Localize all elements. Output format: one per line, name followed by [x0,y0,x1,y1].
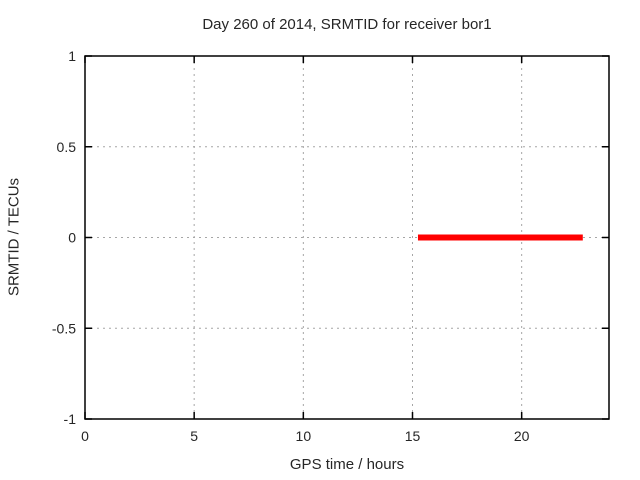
y-tick-label: 1 [68,48,76,64]
x-tick-label: 10 [296,428,312,444]
x-tick-label: 0 [81,428,89,444]
chart-title: Day 260 of 2014, SRMTID for receiver bor… [202,16,492,33]
x-tick-label: 5 [190,428,198,444]
y-tick-label: 0 [68,230,76,246]
y-axis-label: SRMTID / TECUs [5,177,23,297]
y-tick-label: -1 [64,411,77,427]
y-tick-label: -0.5 [52,320,76,336]
x-axis-label: GPS time / hours [289,456,405,473]
x-tick-label: 20 [514,428,530,444]
x-tick-label: 15 [405,428,421,444]
y-tick-label: 0.5 [57,139,77,155]
